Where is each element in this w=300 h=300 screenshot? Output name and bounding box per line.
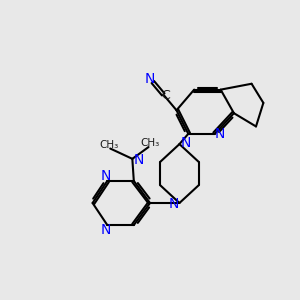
Text: N: N <box>145 71 155 85</box>
Text: N: N <box>180 136 190 150</box>
Text: CH₃: CH₃ <box>99 140 119 150</box>
Text: N: N <box>100 224 111 237</box>
Text: N: N <box>168 197 179 212</box>
Text: C: C <box>161 89 170 102</box>
Text: N: N <box>100 169 111 183</box>
Text: N: N <box>215 127 225 141</box>
Text: N: N <box>134 153 144 167</box>
Text: CH₃: CH₃ <box>140 138 160 148</box>
